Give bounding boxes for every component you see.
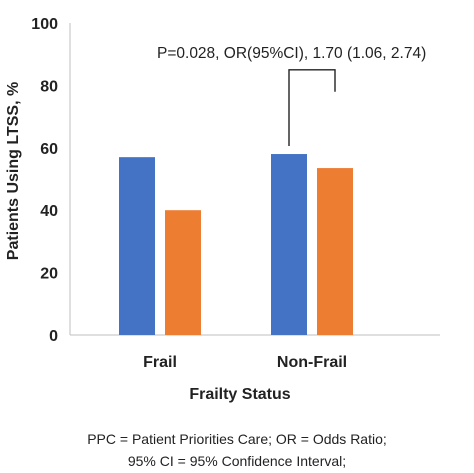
y-tick-label: 0 <box>49 328 58 345</box>
y-tick-label: 80 <box>40 78 58 95</box>
significance-annotation: P=0.028, OR(95%CI), 1.70 (1.06, 2.74) <box>157 45 426 62</box>
bars <box>119 154 353 335</box>
bar-1-frail <box>119 157 155 335</box>
y-tick-label: 20 <box>40 266 58 283</box>
y-tick-label: 100 <box>31 16 58 33</box>
y-tick-label: 60 <box>40 141 58 158</box>
footnote: PPC = Patient Priorities Care; OR = Odds… <box>0 428 474 472</box>
bar-chart: 0 20 40 60 80 100 Frail Non-Frail P=0.028, OR(… <box>5 16 440 403</box>
x-tick-label: Frail <box>143 354 177 371</box>
x-axis-categories: Frail Non-Frail <box>143 354 347 371</box>
significance-bracket <box>288 69 336 147</box>
x-tick-label: Non-Frail <box>277 354 347 371</box>
x-axis-title: Frailty Status <box>189 386 290 403</box>
footnote-line-1: PPC = Patient Priorities Care; OR = Odds… <box>87 431 387 447</box>
bar-2-non-frail <box>317 168 353 335</box>
y-tick-label: 40 <box>40 203 58 220</box>
y-axis-ticks: 0 20 40 60 80 100 <box>31 16 58 345</box>
footnote-line-2: 95% CI = 95% Confidence Interval; <box>127 453 347 469</box>
bar-2-frail <box>165 210 201 335</box>
bar-1-non-frail <box>271 154 307 335</box>
y-axis-title: Patients Using LTSS, % <box>5 82 22 260</box>
